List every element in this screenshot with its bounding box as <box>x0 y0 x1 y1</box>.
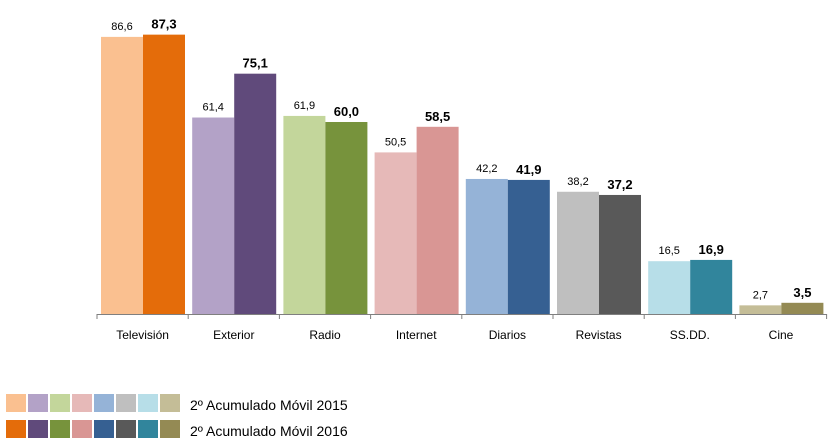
legend-label-2015: 2º Acumulado Móvil 2015 <box>190 397 348 413</box>
category-label-7: Cine <box>769 328 794 342</box>
legend-entry-2016: 2º Acumulado Móvil 2016 <box>6 419 348 443</box>
data-label-2016-2: 60,0 <box>334 104 359 119</box>
legend-swatch-2015-1 <box>28 393 48 412</box>
legend-swatch-2015-2 <box>50 393 70 412</box>
data-label-2016-4: 41,9 <box>516 162 541 177</box>
data-label-2015-3: 50,5 <box>385 136 406 148</box>
legend-swatch-2016-6 <box>138 419 158 438</box>
bar-2016-3 <box>416 126 459 314</box>
legend-swatch-2015-3 <box>72 393 92 412</box>
bar-2016-5 <box>599 194 641 314</box>
legend-entry-2015: 2º Acumulado Móvil 2015 <box>6 393 348 417</box>
legend-swatch-2015-4 <box>94 393 114 412</box>
data-label-2016-0: 87,3 <box>151 17 176 32</box>
legend-swatch-2016-7 <box>160 419 180 438</box>
legend-swatch-2015-0 <box>6 393 26 412</box>
legend-swatches-2016 <box>6 419 182 443</box>
legend-swatch-2016-4 <box>94 419 114 438</box>
legend-swatch-2015-5 <box>116 393 136 412</box>
legend-swatch-2015-7 <box>160 393 180 412</box>
data-label-2016-7: 3,5 <box>793 285 811 300</box>
legend-swatch-2016-2 <box>50 419 70 438</box>
data-label-2016-1: 75,1 <box>243 56 268 71</box>
bar-2015-0 <box>101 36 143 314</box>
data-label-2015-6: 16,5 <box>658 245 679 257</box>
category-label-2: Radio <box>309 328 341 342</box>
bar-2016-2 <box>325 122 368 314</box>
legend-swatch-2015-6 <box>138 393 158 412</box>
bar-2016-4 <box>507 179 550 314</box>
bar-2015-4 <box>465 178 508 314</box>
data-label-2016-6: 16,9 <box>699 242 724 257</box>
data-label-2016-3: 58,5 <box>425 109 450 124</box>
legend-swatch-2016-5 <box>116 419 136 438</box>
category-label-5: Revistas <box>576 328 622 342</box>
data-label-2015-4: 42,2 <box>476 163 497 175</box>
legend-swatch-2016-1 <box>28 419 48 438</box>
bar-2015-5 <box>557 191 599 314</box>
category-label-0: Televisión <box>116 328 169 342</box>
bar-2015-3 <box>374 152 417 314</box>
data-label-2015-0: 86,6 <box>111 21 132 33</box>
legend-swatch-2016-0 <box>6 419 26 438</box>
bar-2015-1 <box>192 117 235 315</box>
category-label-6: SS.DD. <box>670 328 710 342</box>
data-label-2015-2: 61,9 <box>294 100 315 112</box>
legend-swatches-2015 <box>6 393 182 417</box>
bar-2016-1 <box>234 73 277 315</box>
bar-2016-6 <box>690 259 733 314</box>
bar-2016-0 <box>143 34 185 314</box>
legend-swatch-2016-3 <box>72 419 92 438</box>
category-label-3: Internet <box>396 328 437 342</box>
data-label-2016-5: 37,2 <box>607 177 632 192</box>
bar-2015-6 <box>648 261 691 314</box>
data-label-2015-5: 38,2 <box>567 176 588 188</box>
bar-2015-2 <box>283 115 326 314</box>
bar-2016-7 <box>781 302 824 314</box>
category-label-1: Exterior <box>213 328 254 342</box>
category-label-4: Diarios <box>489 328 526 342</box>
data-label-2015-1: 61,4 <box>202 102 223 114</box>
legend-label-2016: 2º Acumulado Móvil 2016 <box>190 423 348 439</box>
bar-2015-7 <box>739 305 782 314</box>
data-label-2015-7: 2,7 <box>753 289 768 301</box>
